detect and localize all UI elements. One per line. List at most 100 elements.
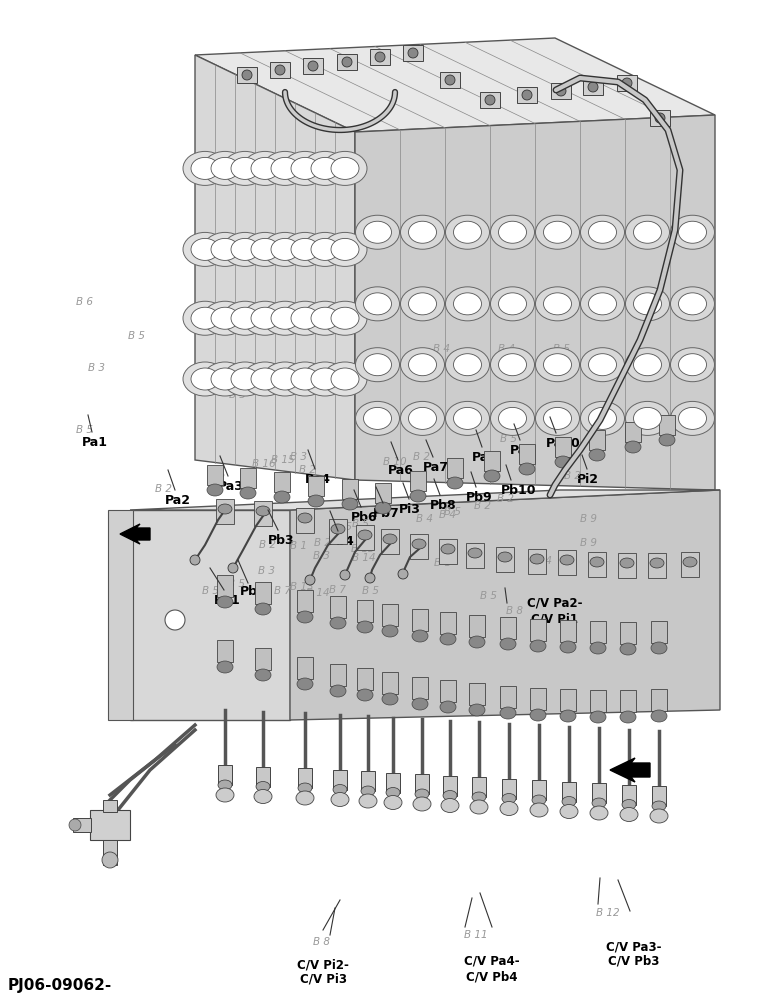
Bar: [361, 771, 375, 791]
Text: B 1: B 1: [434, 558, 451, 568]
Text: B 5: B 5: [228, 579, 245, 589]
Bar: [330, 596, 346, 618]
Bar: [560, 620, 576, 642]
Circle shape: [375, 52, 385, 62]
Ellipse shape: [490, 215, 535, 249]
Bar: [500, 686, 516, 708]
Circle shape: [588, 82, 598, 92]
Ellipse shape: [498, 407, 526, 429]
Bar: [357, 668, 373, 690]
Ellipse shape: [323, 301, 367, 335]
Bar: [528, 549, 546, 574]
Ellipse shape: [203, 301, 247, 335]
Ellipse shape: [303, 151, 347, 185]
Bar: [530, 619, 546, 641]
Bar: [472, 777, 486, 797]
Ellipse shape: [263, 232, 307, 266]
Ellipse shape: [671, 348, 714, 382]
Ellipse shape: [357, 621, 373, 633]
Ellipse shape: [413, 797, 431, 811]
Ellipse shape: [592, 798, 606, 808]
Ellipse shape: [659, 434, 675, 446]
Ellipse shape: [490, 401, 535, 435]
Text: B 6: B 6: [76, 297, 93, 307]
Ellipse shape: [382, 693, 398, 705]
Ellipse shape: [384, 796, 402, 810]
Ellipse shape: [323, 362, 367, 396]
Ellipse shape: [581, 287, 624, 321]
Bar: [270, 62, 290, 78]
Ellipse shape: [330, 685, 346, 697]
Text: B 5: B 5: [76, 425, 93, 435]
Text: B 5: B 5: [352, 519, 369, 529]
Ellipse shape: [203, 151, 247, 185]
Text: B 4: B 4: [439, 510, 456, 520]
Ellipse shape: [590, 642, 606, 654]
Ellipse shape: [243, 301, 287, 335]
Text: B 4: B 4: [433, 344, 450, 354]
Ellipse shape: [412, 698, 428, 710]
Ellipse shape: [355, 401, 400, 435]
Ellipse shape: [650, 558, 664, 568]
Text: Pa2: Pa2: [165, 494, 191, 507]
Ellipse shape: [671, 287, 714, 321]
Ellipse shape: [543, 407, 571, 429]
Ellipse shape: [331, 157, 359, 179]
Ellipse shape: [555, 456, 571, 468]
Ellipse shape: [498, 293, 526, 315]
Text: Pb7: Pb7: [373, 507, 400, 520]
Bar: [440, 680, 456, 702]
Bar: [469, 615, 485, 637]
Bar: [298, 768, 312, 788]
Bar: [303, 58, 323, 74]
Circle shape: [408, 48, 418, 58]
Text: B 4: B 4: [416, 514, 433, 524]
Ellipse shape: [472, 792, 486, 802]
Ellipse shape: [409, 407, 436, 429]
Bar: [357, 600, 373, 622]
Ellipse shape: [361, 786, 375, 796]
Text: Pb1: Pb1: [214, 594, 241, 607]
Ellipse shape: [274, 491, 290, 503]
Text: Pb6: Pb6: [351, 511, 377, 524]
Polygon shape: [130, 510, 290, 720]
Ellipse shape: [412, 539, 426, 549]
Bar: [620, 690, 636, 712]
Ellipse shape: [440, 701, 456, 713]
Text: B 15: B 15: [271, 455, 295, 465]
Ellipse shape: [243, 362, 287, 396]
Text: B 3: B 3: [258, 566, 275, 576]
Ellipse shape: [581, 215, 624, 249]
Bar: [484, 451, 500, 471]
Ellipse shape: [311, 307, 339, 329]
Bar: [650, 110, 670, 126]
Bar: [618, 553, 636, 578]
Ellipse shape: [532, 795, 546, 805]
Ellipse shape: [588, 407, 617, 429]
Text: Pa6: Pa6: [388, 464, 414, 477]
Ellipse shape: [223, 151, 267, 185]
Ellipse shape: [303, 232, 347, 266]
Ellipse shape: [633, 293, 662, 315]
Ellipse shape: [263, 362, 307, 396]
Ellipse shape: [271, 238, 299, 260]
Ellipse shape: [308, 495, 324, 507]
Text: PJ06-09062-: PJ06-09062-: [8, 978, 112, 993]
Ellipse shape: [412, 630, 428, 642]
Ellipse shape: [211, 238, 239, 260]
Ellipse shape: [218, 780, 232, 790]
Ellipse shape: [560, 641, 576, 653]
Bar: [519, 444, 535, 464]
Ellipse shape: [218, 504, 232, 514]
Ellipse shape: [590, 711, 606, 723]
Ellipse shape: [678, 354, 707, 376]
Bar: [496, 547, 514, 572]
Ellipse shape: [454, 354, 481, 376]
Ellipse shape: [454, 221, 481, 243]
Polygon shape: [195, 38, 715, 132]
Ellipse shape: [470, 800, 488, 814]
Ellipse shape: [620, 643, 636, 655]
Text: B 3: B 3: [313, 551, 330, 561]
Ellipse shape: [445, 401, 490, 435]
Ellipse shape: [454, 293, 481, 315]
